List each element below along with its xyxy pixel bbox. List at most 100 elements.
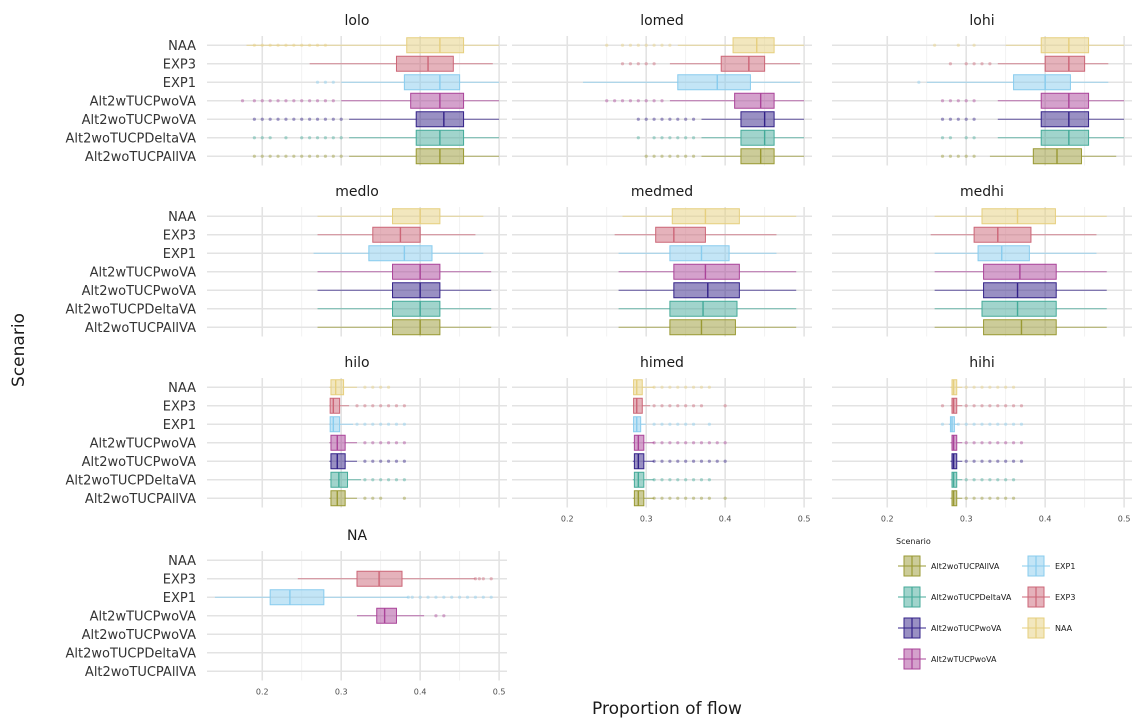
outlier-point (394, 441, 399, 445)
outlier-point (636, 43, 640, 47)
panel-title: lomed (640, 13, 684, 29)
outlier-point (331, 99, 335, 103)
y-tick-label: NAA (168, 210, 196, 225)
box-naa (933, 37, 1125, 54)
outlier-point (668, 441, 672, 445)
outlier-point (371, 404, 375, 408)
box-alt2wotucpwova (252, 111, 500, 128)
outlier-point (386, 441, 391, 445)
box-iqr (1040, 37, 1090, 54)
outlier-point (1019, 459, 1024, 463)
box-alt2wotucpwova (934, 282, 1107, 299)
outlier-point (972, 459, 976, 463)
outlier-point (300, 43, 304, 47)
outlier-point (1004, 459, 1008, 463)
panel-title: medlo (335, 184, 379, 200)
outlier-point (980, 496, 984, 500)
box-alt2wotucpallva (329, 490, 406, 507)
box-iqr (981, 208, 1056, 225)
outlier-point (268, 154, 272, 158)
box-iqr (392, 208, 441, 225)
box-alt2wtucpwova (940, 92, 1125, 109)
outlier-point (964, 117, 968, 121)
outlier-point (644, 43, 648, 47)
outlier-point (652, 154, 656, 158)
box-exp1 (583, 74, 801, 91)
outlier-point (652, 478, 656, 482)
y-tick-label: Alt2woTUCPwoVA (82, 628, 196, 643)
outlier-point (980, 478, 984, 482)
box-alt2wotucpallva (252, 148, 500, 165)
outlier-point (668, 404, 672, 408)
outlier-point (331, 80, 335, 84)
outlier-point (473, 595, 478, 599)
box-exp3 (297, 570, 493, 587)
box-alt2wotucpdeltava (636, 129, 805, 146)
box-naa (317, 208, 484, 225)
outlier-point (660, 99, 664, 103)
box-iqr (673, 263, 740, 280)
outlier-point (684, 117, 688, 121)
outlier-point (684, 422, 688, 426)
outlier-point (363, 478, 367, 482)
outlier-point (940, 422, 945, 426)
x-tick-label: 0.2 (256, 688, 269, 697)
outlier-point (652, 441, 656, 445)
outlier-point (652, 496, 656, 500)
panel-title: hilo (344, 355, 369, 371)
outlier-point (628, 43, 633, 47)
y-tick-label: EXP3 (163, 399, 196, 414)
outlier-point (668, 422, 672, 426)
y-tick-label: EXP1 (163, 76, 196, 91)
outlier-point (442, 595, 446, 599)
outlier-point (917, 80, 921, 84)
box-exp3 (632, 397, 727, 414)
outlier-point (489, 577, 493, 581)
box-naa (950, 379, 1016, 396)
outlier-point (308, 99, 312, 103)
box-iqr (677, 74, 751, 91)
outlier-point (371, 441, 375, 445)
panel-title: medmed (631, 184, 693, 200)
outlier-point (691, 136, 696, 140)
outlier-point (964, 496, 968, 500)
outlier-point (605, 99, 609, 103)
outlier-point (972, 422, 976, 426)
outlier-point (1011, 496, 1016, 500)
outlier-point (684, 496, 688, 500)
legend-item-alt2wtucpwova: Alt2wTUCPwoVA (898, 648, 997, 670)
outlier-point (1011, 422, 1016, 426)
box-iqr (330, 453, 346, 470)
outlier-point (300, 117, 304, 121)
outlier-point (972, 43, 976, 47)
outlier-point (315, 136, 320, 140)
outlier-point (315, 99, 320, 103)
outlier-point (956, 117, 960, 121)
box-alt2wtucpwova (329, 434, 406, 451)
outlier-point (699, 441, 704, 445)
outlier-point (300, 99, 304, 103)
outlier-point (628, 99, 633, 103)
outlier-point (964, 385, 968, 389)
outlier-point (988, 422, 992, 426)
outlier-point (402, 496, 406, 500)
outlier-point (691, 422, 696, 426)
outlier-point (940, 117, 945, 121)
panel-title: medhi (960, 184, 1004, 200)
box-alt2wotucpallva (632, 490, 727, 507)
outlier-point (691, 459, 696, 463)
outlier-point (940, 99, 945, 103)
outlier-point (723, 496, 727, 500)
box-exp1 (315, 74, 500, 91)
outlier-point (644, 62, 648, 66)
outlier-point (402, 404, 406, 408)
outlier-point (386, 385, 391, 389)
outlier-point (636, 99, 640, 103)
box-iqr (655, 226, 706, 243)
outlier-point (652, 459, 656, 463)
outlier-point (292, 43, 296, 47)
legend-item-exp1: EXP1 (1022, 555, 1075, 577)
box-iqr (269, 589, 325, 606)
outlier-point (260, 136, 264, 140)
